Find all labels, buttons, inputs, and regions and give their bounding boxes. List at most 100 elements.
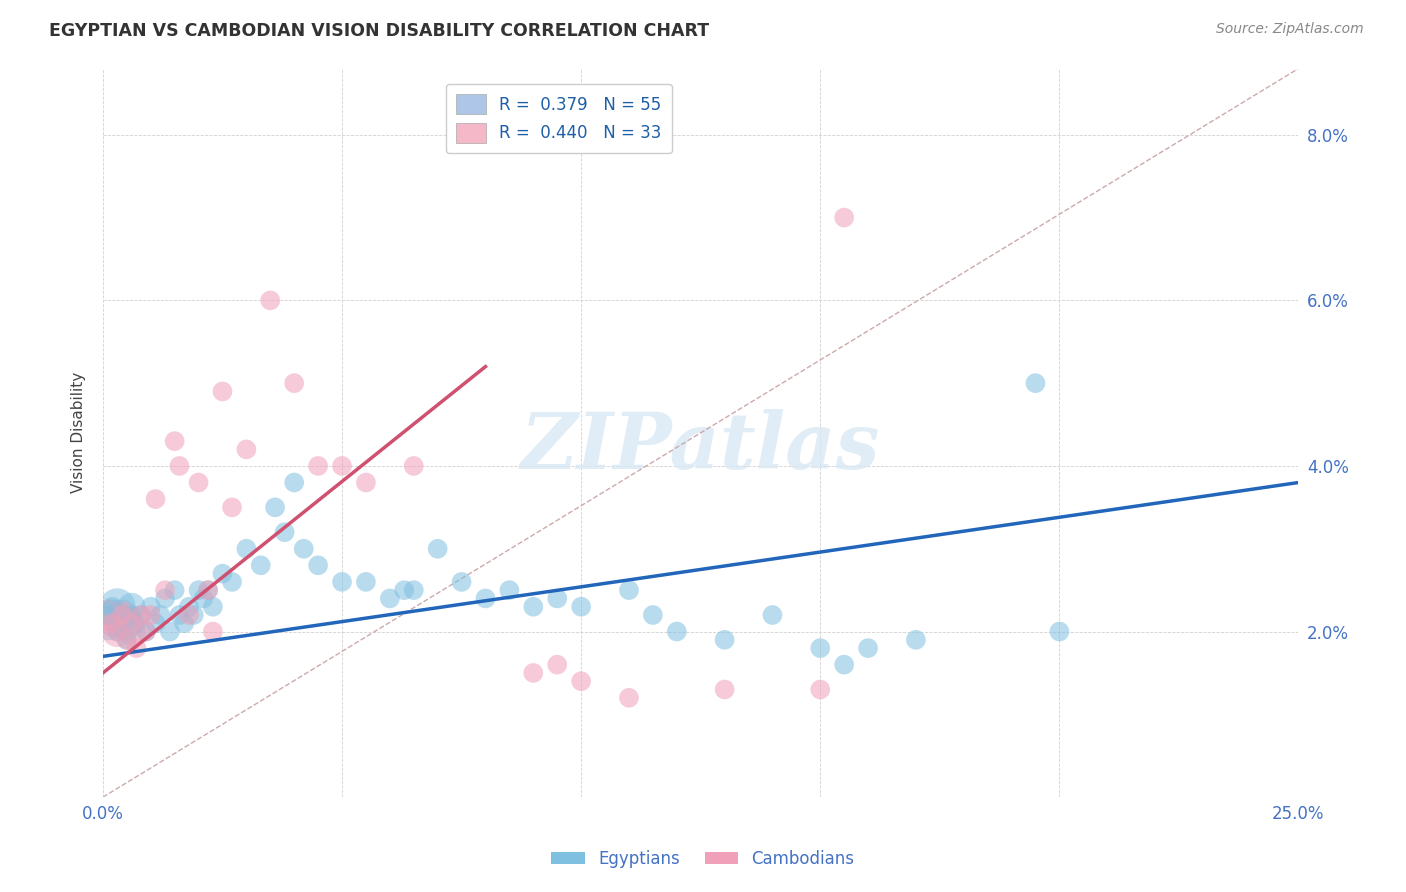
Point bbox=[221, 500, 243, 515]
Point bbox=[111, 616, 134, 631]
Point bbox=[153, 591, 176, 606]
Point bbox=[169, 607, 191, 622]
Point bbox=[808, 682, 831, 697]
Text: ZIPatlas: ZIPatlas bbox=[522, 409, 880, 485]
Point bbox=[105, 624, 128, 639]
Point bbox=[193, 591, 215, 606]
Point bbox=[125, 641, 148, 656]
Point bbox=[111, 607, 134, 622]
Point bbox=[307, 558, 329, 573]
Point bbox=[121, 599, 143, 614]
Point bbox=[402, 583, 425, 598]
Point bbox=[264, 500, 287, 515]
Point bbox=[115, 632, 138, 647]
Point bbox=[832, 657, 855, 672]
Point bbox=[197, 583, 219, 598]
Point bbox=[129, 607, 152, 622]
Point bbox=[177, 607, 200, 622]
Point bbox=[145, 491, 167, 506]
Point bbox=[197, 583, 219, 598]
Point bbox=[330, 574, 353, 589]
Point bbox=[97, 607, 120, 622]
Point bbox=[569, 674, 592, 689]
Point bbox=[713, 682, 735, 697]
Point bbox=[115, 616, 138, 631]
Point bbox=[101, 616, 124, 631]
Point bbox=[546, 591, 568, 606]
Point bbox=[115, 632, 138, 647]
Point bbox=[221, 574, 243, 589]
Point bbox=[283, 475, 305, 490]
Point bbox=[235, 442, 257, 457]
Point bbox=[402, 458, 425, 473]
Point bbox=[153, 583, 176, 598]
Point bbox=[129, 607, 152, 622]
Point bbox=[392, 583, 415, 598]
Point bbox=[101, 616, 124, 631]
Point bbox=[135, 624, 157, 639]
Point bbox=[97, 607, 120, 622]
Legend: Egyptians, Cambodians: Egyptians, Cambodians bbox=[544, 844, 862, 875]
Point bbox=[163, 434, 186, 449]
Y-axis label: Vision Disability: Vision Disability bbox=[72, 372, 86, 493]
Point bbox=[354, 574, 377, 589]
Point bbox=[498, 583, 520, 598]
Point bbox=[1047, 624, 1070, 639]
Point bbox=[474, 591, 496, 606]
Point bbox=[169, 458, 191, 473]
Point bbox=[121, 624, 143, 639]
Point bbox=[761, 607, 783, 622]
Point bbox=[159, 624, 181, 639]
Point bbox=[177, 599, 200, 614]
Point bbox=[330, 458, 353, 473]
Point bbox=[183, 607, 205, 622]
Point bbox=[235, 541, 257, 556]
Point bbox=[856, 641, 879, 656]
Point bbox=[211, 384, 233, 399]
Point bbox=[665, 624, 688, 639]
Point bbox=[426, 541, 449, 556]
Point bbox=[808, 641, 831, 656]
Point bbox=[139, 599, 162, 614]
Point bbox=[121, 616, 143, 631]
Point bbox=[211, 566, 233, 581]
Point bbox=[273, 525, 295, 540]
Point bbox=[173, 616, 195, 631]
Point bbox=[249, 558, 271, 573]
Point bbox=[145, 616, 167, 631]
Point bbox=[450, 574, 472, 589]
Point bbox=[101, 599, 124, 614]
Point bbox=[105, 624, 128, 639]
Point bbox=[904, 632, 927, 647]
Point bbox=[713, 632, 735, 647]
Point bbox=[111, 607, 134, 622]
Point bbox=[641, 607, 664, 622]
Point bbox=[546, 657, 568, 672]
Point bbox=[617, 583, 640, 598]
Point bbox=[97, 616, 120, 631]
Point bbox=[187, 475, 209, 490]
Point bbox=[522, 599, 544, 614]
Point bbox=[101, 607, 124, 622]
Point bbox=[125, 616, 148, 631]
Point bbox=[378, 591, 401, 606]
Point bbox=[135, 624, 157, 639]
Point bbox=[1024, 376, 1046, 391]
Point bbox=[259, 293, 281, 308]
Point bbox=[121, 607, 143, 622]
Point bbox=[307, 458, 329, 473]
Point bbox=[832, 211, 855, 225]
Point bbox=[111, 607, 134, 622]
Point bbox=[105, 624, 128, 639]
Point bbox=[292, 541, 315, 556]
Legend: R =  0.379   N = 55, R =  0.440   N = 33: R = 0.379 N = 55, R = 0.440 N = 33 bbox=[446, 84, 672, 153]
Point bbox=[115, 616, 138, 631]
Point bbox=[522, 665, 544, 680]
Text: EGYPTIAN VS CAMBODIAN VISION DISABILITY CORRELATION CHART: EGYPTIAN VS CAMBODIAN VISION DISABILITY … bbox=[49, 22, 710, 40]
Point bbox=[201, 599, 224, 614]
Point bbox=[105, 599, 128, 614]
Text: Source: ZipAtlas.com: Source: ZipAtlas.com bbox=[1216, 22, 1364, 37]
Point bbox=[201, 624, 224, 639]
Point bbox=[139, 607, 162, 622]
Point bbox=[617, 690, 640, 705]
